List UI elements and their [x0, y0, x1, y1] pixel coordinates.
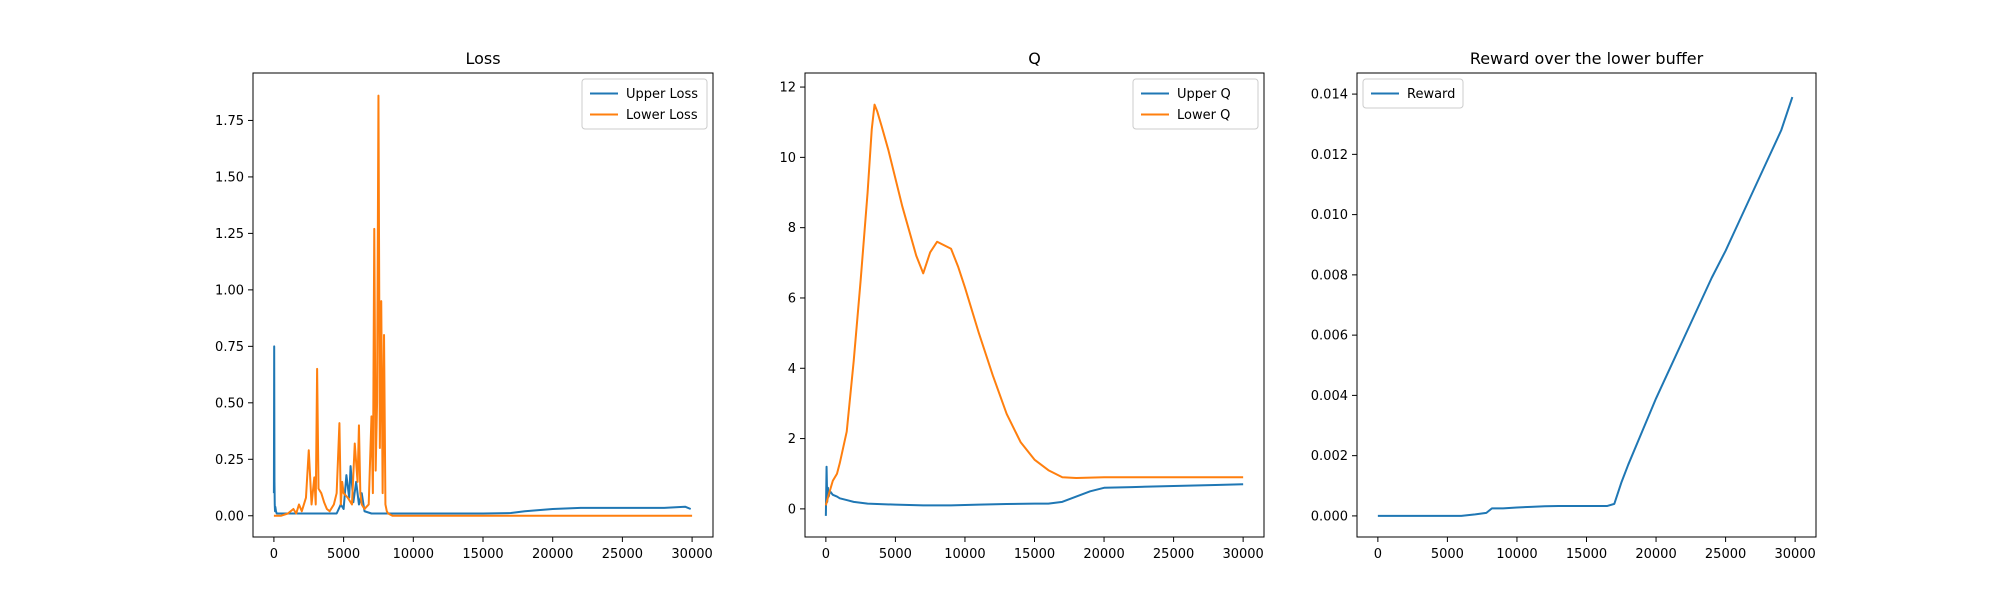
q-y-tick-label: 2 [788, 432, 796, 447]
q-x-tick-label: 10000 [944, 547, 985, 562]
q-x-tick-label: 30000 [1222, 547, 1263, 562]
loss-y-tick-label: 0.50 [215, 396, 244, 411]
reward-x-tick-label: 25000 [1705, 547, 1746, 562]
reward-x-tick-label: 20000 [1635, 547, 1676, 562]
q-x-tick-label: 20000 [1083, 547, 1124, 562]
reward-x-tick-label: 30000 [1774, 547, 1815, 562]
q-x-tick-label: 5000 [879, 547, 912, 562]
q-y-tick-label: 0 [788, 502, 796, 517]
loss-x-tick-label: 0 [270, 547, 278, 562]
reward-chart-title: Reward over the lower buffer [1470, 49, 1704, 68]
reward-y-tick-label: 0.002 [1311, 449, 1348, 464]
loss-y-tick-label: 1.75 [215, 114, 244, 129]
q-x-tick-label: 0 [822, 547, 830, 562]
reward-legend-label-reward: Reward [1407, 87, 1455, 102]
loss-y-tick-label: 1.50 [215, 170, 244, 185]
reward-y-tick-label: 0.006 [1311, 329, 1348, 344]
q-legend-label-upper-q: Upper Q [1177, 87, 1231, 102]
reward-chart: 0 5000 10000 15000 20000 25000 30000 0.000 0.002… [1311, 49, 1817, 562]
loss-chart: 0 5000 10000 15000 20000 25000 30000 0.00 0.25 0.… [215, 49, 714, 562]
loss-series-lower-loss-line [273, 94, 693, 517]
loss-y-tick-label: 1.25 [215, 227, 244, 242]
q-series-group [824, 103, 1244, 516]
loss-x-tick-label: 20000 [532, 547, 573, 562]
loss-legend: Upper Loss Lower Loss [581, 78, 708, 130]
reward-y-tick-label: 0.000 [1311, 509, 1348, 524]
loss-y-tick-label: 0.25 [215, 453, 244, 468]
q-x-tick-label: 15000 [1014, 547, 1055, 562]
loss-x-tick-label: 5000 [327, 547, 360, 562]
q-series-lower-q-line [824, 103, 1244, 506]
q-y-tick-label: 12 [779, 81, 796, 96]
loss-legend-label-upper-loss: Upper Loss [626, 87, 698, 102]
reward-y-tick-label: 0.004 [1311, 389, 1348, 404]
loss-x-tick-label: 10000 [393, 547, 434, 562]
q-legend: Upper Q Lower Q [1132, 78, 1259, 130]
reward-legend-box [1362, 78, 1464, 109]
loss-x-tick-label: 25000 [602, 547, 643, 562]
q-legend-box [1132, 78, 1259, 130]
loss-x-tick-label: 15000 [462, 547, 503, 562]
q-legend-label-lower-q: Lower Q [1177, 108, 1230, 123]
reward-x-tick-label: 15000 [1566, 547, 1607, 562]
q-y-tick-label: 4 [788, 362, 796, 377]
loss-y-tick-label: 0.75 [215, 340, 244, 355]
q-x-tick-label: 25000 [1153, 547, 1194, 562]
reward-y-tick-label: 0.012 [1311, 148, 1348, 163]
reward-y-tick-label: 0.010 [1311, 208, 1348, 223]
reward-x-tick-label: 5000 [1431, 547, 1464, 562]
q-y-tick-label: 6 [788, 291, 796, 306]
loss-x-tick-label: 30000 [671, 547, 712, 562]
reward-x-tick-label: 0 [1374, 547, 1382, 562]
loss-legend-box [581, 78, 708, 130]
q-chart: 0 5000 10000 15000 20000 25000 30000 0 2 4 6 8 10 12 Q… [779, 49, 1265, 562]
reward-x-tick-label: 10000 [1496, 547, 1537, 562]
loss-chart-title: Loss [465, 49, 500, 68]
reward-series-group [1377, 96, 1794, 517]
reward-y-tick-label: 0.008 [1311, 268, 1348, 283]
reward-y-tick-label: 0.014 [1311, 88, 1348, 103]
loss-y-tick-label: 0.00 [215, 509, 244, 524]
q-chart-title: Q [1028, 49, 1041, 68]
reward-legend: Reward [1362, 78, 1464, 109]
loss-series-group [272, 94, 693, 517]
loss-y-tick-label: 1.00 [215, 283, 244, 298]
loss-legend-label-lower-loss: Lower Loss [626, 108, 698, 123]
q-y-tick-label: 8 [788, 221, 796, 236]
q-y-tick-label: 10 [779, 151, 796, 166]
